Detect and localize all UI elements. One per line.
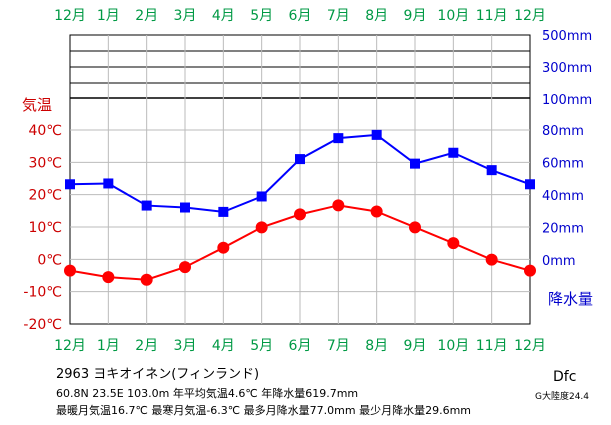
temperature-tick-label: 40℃ [28, 123, 62, 139]
precipitation-point [256, 191, 267, 202]
month-label-bottom: 8月 [365, 338, 388, 354]
precipitation-point [218, 206, 229, 217]
temperature-point [447, 237, 460, 250]
precipitation-point [410, 158, 420, 169]
temperature-tick-label: 0℃ [37, 252, 62, 268]
temperature-point [179, 261, 191, 274]
top-month-labels: 12月 1月 2月 3月 4月 5月 6月 7月 8月 9月 10月 11月 12月 [54, 8, 546, 24]
precipitation-point [141, 200, 152, 211]
precipitation-tick-label: 100mm [542, 93, 592, 108]
precipitation-axis-title: 降水量 [548, 290, 593, 308]
station-info-line1: 60.8N 23.5E 103.0m 年平均気温4.6℃ 年降水量619.7mm [56, 386, 358, 400]
month-label-bottom: 7月 [327, 338, 350, 354]
temperature-point [217, 241, 230, 254]
precipitation-tick-label: 20mm [542, 222, 584, 237]
koppen-climate-class: Dfc [553, 369, 576, 385]
month-label-top: 4月 [212, 8, 235, 24]
precipitation-point [448, 147, 459, 158]
station-id-name: 2963 ヨキオイネン(フィンランド) [56, 367, 259, 382]
month-label-top: 7月 [327, 8, 350, 24]
month-label-bottom: 11月 [476, 338, 508, 354]
month-label-bottom: 4月 [212, 338, 235, 354]
temperature-point [64, 264, 76, 277]
month-label-bottom: 9月 [404, 338, 427, 354]
precipitation-tick-label: 500mm [542, 29, 592, 44]
month-label-bottom: 3月 [174, 338, 197, 354]
month-label-top: 12月 [514, 8, 546, 24]
precipitation-point [525, 179, 535, 190]
precipitation-point [103, 178, 114, 189]
precipitation-tick-labels: 80mm 60mm 40mm 20mm 0mm 500mm 300mm 100mm [542, 29, 592, 269]
precipitation-point [486, 165, 497, 176]
precipitation-tick-label: 40mm [542, 189, 584, 204]
month-label-bottom: 10月 [437, 338, 469, 354]
temperature-point [102, 271, 115, 284]
month-label-top: 6月 [289, 8, 312, 24]
temperature-point [524, 264, 536, 277]
bottom-month-labels: 12月 1月 2月 3月 4月 5月 6月 7月 8月 9月 10月 11月 12月 [54, 338, 546, 354]
temperature-tick-label: 20℃ [28, 188, 62, 204]
precipitation-series [65, 129, 535, 217]
month-label-top: 2月 [135, 8, 158, 24]
precipitation-point [295, 154, 305, 165]
temperature-point [485, 253, 498, 266]
precipitation-tick-label: 0mm [542, 254, 576, 269]
precipitation-tick-label: 80mm [542, 124, 584, 139]
month-label-bottom: 6月 [289, 338, 312, 354]
temperature-point [409, 221, 421, 234]
temperature-tick-label: 30℃ [28, 155, 62, 171]
month-label-bottom: 2月 [135, 338, 158, 354]
precipitation-tick-label: 60mm [542, 157, 584, 172]
temperature-tick-label: 10℃ [28, 220, 62, 236]
month-label-top: 8月 [365, 8, 388, 24]
month-label-top: 12月 [54, 8, 86, 24]
temperature-series [64, 199, 536, 286]
station-info-line2: 最暖月気温16.7℃ 最寒月気温-6.3℃ 最多月降水量77.0mm 最少月降水… [56, 403, 471, 417]
month-label-bottom: 12月 [514, 338, 546, 354]
temperature-point [294, 208, 306, 221]
month-label-bottom: 1月 [97, 338, 120, 354]
temperature-point [332, 199, 345, 212]
month-label-top: 1月 [97, 8, 120, 24]
temperature-tick-label: -20℃ [23, 317, 62, 333]
month-label-bottom: 12月 [54, 338, 86, 354]
temperature-point [370, 205, 383, 218]
precipitation-point [65, 179, 75, 190]
continentality-index: G大陸度24.4 [535, 390, 589, 402]
plot-grid [69, 34, 531, 325]
precipitation-point [180, 202, 190, 213]
month-label-top: 11月 [476, 8, 508, 24]
temperature-tick-label: -10℃ [23, 285, 62, 301]
month-label-top: 9月 [404, 8, 427, 24]
precipitation-point [333, 133, 344, 144]
temperature-point [255, 221, 268, 234]
month-label-top: 5月 [250, 8, 273, 24]
temperature-axis-title: 気温 [22, 96, 52, 114]
month-label-bottom: 5月 [250, 338, 273, 354]
temperature-tick-labels: 40℃ 30℃ 20℃ 10℃ 0℃ -10℃ -20℃ [23, 123, 62, 333]
precipitation-point [371, 129, 382, 140]
month-label-top: 3月 [174, 8, 197, 24]
month-label-top: 10月 [437, 8, 469, 24]
temperature-point [140, 273, 153, 286]
precipitation-tick-label: 300mm [542, 61, 592, 76]
